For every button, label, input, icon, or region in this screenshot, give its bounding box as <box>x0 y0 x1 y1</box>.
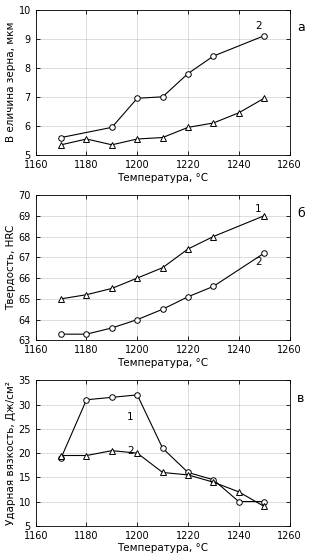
Y-axis label: Ударная вязкость, Дж/см²: Ударная вязкость, Дж/см² <box>6 381 16 525</box>
Text: 2: 2 <box>127 446 134 456</box>
Text: в: в <box>297 392 305 405</box>
Y-axis label: Твердость, HRC: Твердость, HRC <box>6 225 16 310</box>
Text: 1: 1 <box>127 411 134 421</box>
X-axis label: Температура, °C: Температура, °C <box>117 173 208 183</box>
Text: 2: 2 <box>255 257 262 267</box>
Y-axis label: В еличина зерна, мкм: В еличина зерна, мкм <box>6 22 16 143</box>
Text: 1: 1 <box>255 203 262 214</box>
X-axis label: Температура, °C: Температура, °C <box>117 543 208 553</box>
Text: 2: 2 <box>255 21 262 31</box>
X-axis label: Температура, °C: Температура, °C <box>117 358 208 368</box>
Text: а: а <box>297 21 305 34</box>
Text: б: б <box>297 207 305 220</box>
